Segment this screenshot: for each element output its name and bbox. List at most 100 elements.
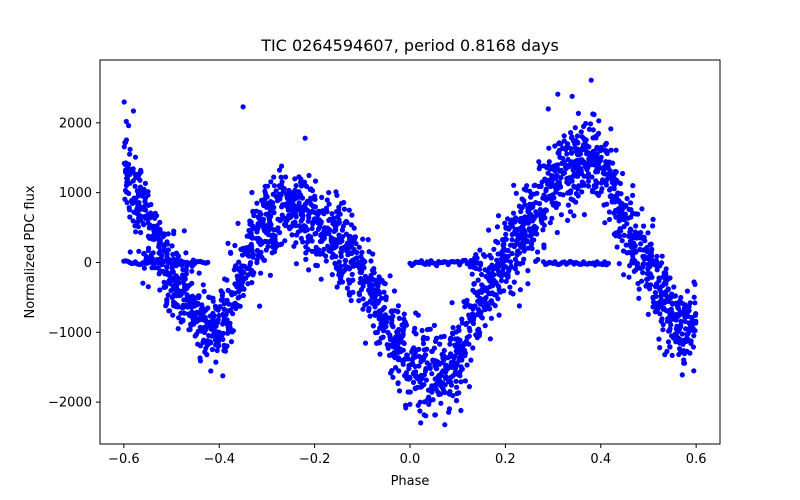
data-point: [692, 281, 698, 287]
data-point: [261, 257, 268, 263]
data-point: [347, 233, 353, 239]
data-point: [306, 267, 312, 273]
data-point: [310, 219, 316, 225]
data-point: [151, 236, 157, 242]
data-point: [632, 248, 638, 254]
data-point: [508, 263, 514, 269]
data-point: [360, 236, 366, 242]
data-point: [323, 258, 329, 264]
data-point: [515, 232, 521, 238]
data-point: [332, 260, 338, 266]
data-point: [593, 135, 599, 141]
data-point: [212, 337, 218, 343]
data-point: [439, 351, 445, 358]
data-point: [419, 355, 426, 361]
data-point: [678, 318, 684, 324]
data-point: [329, 254, 335, 260]
data-point: [145, 284, 151, 290]
data-point: [220, 330, 226, 336]
data-point: [345, 264, 351, 270]
data-point: [479, 271, 485, 278]
data-point: [614, 244, 620, 250]
data-point: [496, 287, 502, 293]
data-point: [314, 263, 320, 269]
data-point: [334, 192, 340, 198]
data-point: [558, 212, 565, 218]
data-point: [572, 159, 578, 165]
data-point: [503, 225, 509, 231]
data-point: [477, 247, 483, 253]
data-point: [220, 373, 226, 379]
data-point: [556, 141, 562, 147]
data-point: [500, 259, 506, 265]
data-point: [565, 217, 571, 223]
data-point: [511, 182, 517, 188]
data-point: [633, 211, 639, 217]
data-point: [370, 251, 376, 257]
data-point: [178, 319, 184, 325]
data-point: [157, 226, 163, 233]
data-point: [166, 308, 172, 314]
data-point: [525, 281, 531, 287]
data-point: [367, 313, 373, 319]
data-point: [691, 333, 697, 339]
data-point: [220, 296, 226, 302]
data-point: [215, 307, 221, 313]
data-point: [395, 303, 401, 309]
data-point: [359, 249, 365, 255]
data-point: [533, 258, 539, 264]
data-point: [546, 179, 552, 185]
data-point: [344, 285, 350, 291]
data-point: [317, 251, 323, 257]
data-point: [152, 215, 158, 221]
data-point: [366, 307, 372, 314]
data-point: [592, 153, 598, 159]
data-point: [672, 331, 678, 337]
data-point: [183, 267, 189, 273]
data-point: [608, 171, 614, 177]
data-point: [385, 329, 391, 335]
data-point: [512, 256, 519, 262]
data-point: [494, 257, 500, 263]
data-point: [377, 351, 383, 357]
data-point: [449, 300, 455, 306]
data-point: [489, 275, 495, 281]
data-point: [510, 210, 517, 216]
data-point: [498, 278, 505, 284]
data-point: [157, 241, 163, 247]
data-point: [326, 231, 332, 237]
data-point: [326, 201, 332, 207]
data-point: [518, 244, 524, 250]
data-point: [419, 327, 425, 334]
data-point: [409, 360, 416, 366]
data-point: [448, 360, 454, 367]
data-point: [518, 225, 525, 231]
data-point: [427, 365, 433, 371]
data-point: [535, 249, 541, 255]
outlier-point: [545, 106, 551, 112]
data-point: [368, 258, 374, 264]
data-point: [238, 246, 244, 252]
data-point: [339, 279, 346, 285]
data-point: [502, 220, 508, 226]
data-point: [175, 326, 181, 332]
data-point: [180, 272, 186, 278]
data-point: [462, 304, 468, 310]
data-point: [436, 361, 443, 367]
data-point: [360, 283, 366, 289]
data-point: [137, 207, 143, 213]
data-point: [389, 308, 395, 314]
data-point: [502, 264, 509, 270]
data-point: [186, 311, 192, 317]
data-point: [647, 271, 653, 277]
data-point: [516, 203, 523, 209]
data-point: [427, 326, 433, 332]
data-point: [233, 302, 239, 308]
data-point: [521, 198, 527, 204]
data-point: [160, 234, 166, 240]
data-point: [662, 271, 668, 277]
data-point: [491, 246, 497, 252]
data-point: [541, 242, 547, 248]
data-point: [404, 353, 410, 360]
data-point: [324, 209, 330, 215]
